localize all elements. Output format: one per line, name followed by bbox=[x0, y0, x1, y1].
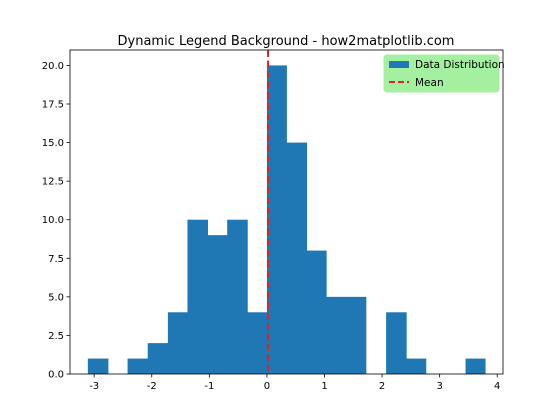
chart-title: Dynamic Legend Background - how2matplotl… bbox=[118, 34, 455, 49]
x-axis: -3 -2 -1 0 1 2 3 4 bbox=[89, 374, 500, 392]
histogram-bars bbox=[87, 65, 486, 375]
histogram-bar bbox=[306, 250, 327, 374]
x-tick-label: 0 bbox=[264, 381, 270, 392]
histogram-bar bbox=[266, 65, 287, 375]
legend-label-histogram: Data Distribution bbox=[415, 59, 505, 71]
histogram-bar bbox=[87, 358, 109, 374]
histogram-bar bbox=[465, 358, 486, 374]
histogram-bar bbox=[406, 358, 427, 374]
histogram-bar bbox=[247, 312, 268, 374]
y-tick-label: 2.5 bbox=[48, 331, 64, 342]
x-tick-label: 1 bbox=[321, 381, 327, 392]
x-tick-label: 3 bbox=[436, 381, 442, 392]
histogram-bar bbox=[167, 312, 188, 374]
histogram-bar bbox=[326, 296, 347, 374]
y-tick-label: 7.5 bbox=[48, 254, 64, 265]
x-tick-label: -1 bbox=[204, 381, 214, 392]
histogram-bar bbox=[207, 235, 228, 374]
y-tick-label: 0.0 bbox=[48, 370, 64, 381]
y-tick-label: 15.0 bbox=[42, 138, 64, 149]
y-tick-label: 12.5 bbox=[42, 177, 64, 188]
histogram-bar bbox=[386, 312, 407, 374]
y-tick-label: 17.5 bbox=[42, 100, 64, 111]
x-tick-label: 4 bbox=[494, 381, 500, 392]
histogram-bar bbox=[286, 142, 308, 374]
histogram-bar bbox=[227, 219, 248, 374]
histogram-bar bbox=[187, 219, 209, 374]
histogram-bar bbox=[147, 343, 169, 374]
x-tick-label: -3 bbox=[89, 381, 99, 392]
legend: Data Distribution Mean bbox=[383, 54, 505, 93]
y-axis: 0.0 2.5 5.0 7.5 10.0 12.5 15.0 17.5 20.0 bbox=[42, 61, 70, 381]
x-tick-label: 2 bbox=[379, 381, 385, 392]
histogram-bar bbox=[127, 358, 149, 374]
plot-frame bbox=[69, 49, 504, 375]
legend-label-mean: Mean bbox=[415, 77, 444, 89]
x-tick-label: -2 bbox=[147, 381, 157, 392]
histogram-bar bbox=[346, 296, 367, 374]
legend-swatch-histogram bbox=[389, 61, 409, 68]
y-tick-label: 10.0 bbox=[42, 215, 64, 226]
y-tick-label: 5.0 bbox=[48, 292, 64, 303]
y-tick-label: 20.0 bbox=[42, 61, 64, 72]
legend-box bbox=[383, 54, 500, 93]
